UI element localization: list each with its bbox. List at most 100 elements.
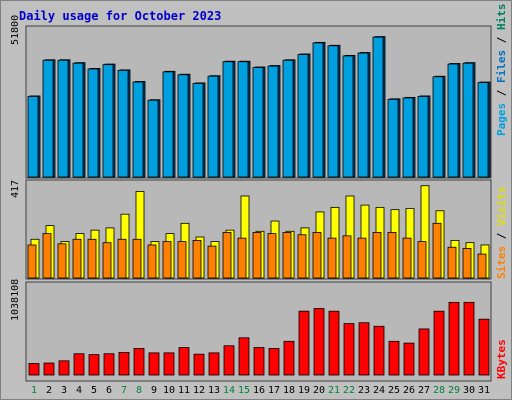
kbytes-bar [358, 322, 370, 376]
x-tick-label: 19 [298, 385, 310, 396]
x-tick-label: 12 [193, 385, 205, 396]
sites-bar [162, 241, 172, 279]
legend-files: Files [495, 50, 508, 83]
files-bar [222, 61, 234, 178]
legend-sep-2: / [495, 30, 508, 50]
files-bar [42, 59, 54, 178]
kbytes-bar [73, 353, 85, 376]
files-bar [147, 99, 159, 178]
sites-bar [207, 245, 217, 279]
x-tick-label: 3 [61, 385, 67, 396]
x-tick-label: 23 [358, 385, 370, 396]
files-bar [282, 59, 294, 178]
sites-bar [342, 235, 352, 279]
sites-bar [402, 237, 412, 279]
x-tick-label: 9 [151, 385, 157, 396]
files-bar [87, 68, 99, 178]
kbytes-bar [448, 301, 460, 376]
bars-layer [27, 36, 491, 376]
bot-max-label: 1038108 [10, 279, 21, 321]
files-bar [162, 71, 174, 178]
sites-bar [312, 232, 322, 279]
files-bar [402, 97, 414, 178]
x-tick-label: 16 [253, 385, 265, 396]
legend-pages: Pages [495, 103, 508, 136]
kbytes-bar [418, 328, 430, 376]
sites-bar [42, 233, 52, 279]
x-tick-label: 25 [388, 385, 400, 396]
sites-bar [87, 238, 97, 279]
x-tick-label: 18 [283, 385, 295, 396]
kbytes-bar [238, 337, 250, 376]
kbytes-bar [88, 354, 100, 376]
kbytes-bar [43, 362, 55, 376]
sites-bar [222, 232, 232, 279]
sites-bar [297, 234, 307, 279]
files-bar [312, 42, 324, 178]
sites-bar [282, 232, 292, 279]
legend-kbytes: KBytes [495, 339, 508, 379]
files-bar [237, 61, 249, 178]
kbytes-bar [148, 352, 160, 376]
x-tick-label: 31 [478, 385, 490, 396]
sites-bar [192, 240, 202, 279]
x-tick-label: 10 [163, 385, 175, 396]
x-axis-labels: 1 2 3 4 5 6 7 8 9 10 11 12 13 14 15 16 17 18 19 20 21 22 23 24 2… [31, 385, 490, 396]
kbytes-bar [178, 347, 190, 376]
files-bar [27, 96, 39, 178]
legend-sites: Sites [495, 246, 508, 279]
kbytes-bar [388, 340, 400, 376]
kbytes-bar [463, 301, 475, 376]
x-tick-label: 26 [403, 385, 415, 396]
kbytes-bar [313, 308, 325, 376]
kbytes-bar [193, 353, 205, 376]
legend-visits: Visits [495, 186, 508, 226]
files-bar [252, 67, 264, 178]
sites-bar [327, 237, 337, 279]
files-bar [387, 98, 399, 178]
mid-legend: Sites / Visits [495, 186, 508, 279]
files-bar [327, 45, 339, 178]
files-bar [432, 76, 444, 178]
files-bar [357, 52, 369, 178]
files-bar [447, 63, 459, 178]
x-tick-label: 29 [448, 385, 460, 396]
kbytes-bar [283, 340, 295, 376]
sites-bar [177, 241, 187, 279]
files-bar [297, 54, 309, 178]
x-tick-label: 28 [433, 385, 445, 396]
sites-bar [252, 232, 262, 279]
x-tick-label: 17 [268, 385, 280, 396]
files-bar [192, 83, 204, 178]
sites-bar [237, 237, 247, 279]
files-bar [372, 36, 384, 178]
sites-bar [447, 246, 457, 279]
x-tick-label: 1 [31, 385, 37, 396]
x-tick-label: 24 [373, 385, 385, 396]
x-tick-label: 14 [223, 385, 235, 396]
kbytes-bar [118, 352, 130, 376]
kbytes-bar [28, 363, 40, 376]
kbytes-bar [133, 348, 145, 376]
files-bar [462, 62, 474, 178]
sites-bar [357, 237, 367, 279]
files-bar [132, 81, 144, 178]
x-tick-label: 21 [328, 385, 340, 396]
files-bar [417, 96, 429, 178]
kbytes-bar [373, 325, 385, 376]
sites-bar [462, 247, 472, 279]
sites-bar [417, 241, 427, 279]
files-bar [267, 65, 279, 178]
sites-bar [387, 232, 397, 279]
sites-bar [27, 244, 37, 279]
sites-bar [72, 238, 82, 279]
kbytes-bar [253, 347, 265, 376]
sites-bar [147, 244, 157, 279]
kbytes-bar [268, 348, 280, 376]
kbytes-bar [208, 352, 220, 376]
files-bar [477, 82, 489, 178]
kbytes-bar [403, 342, 415, 376]
files-bar [342, 55, 354, 178]
files-bar [57, 59, 69, 178]
